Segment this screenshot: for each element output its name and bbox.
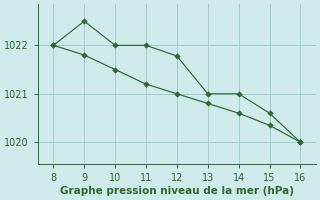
X-axis label: Graphe pression niveau de la mer (hPa): Graphe pression niveau de la mer (hPa) [60,186,294,196]
